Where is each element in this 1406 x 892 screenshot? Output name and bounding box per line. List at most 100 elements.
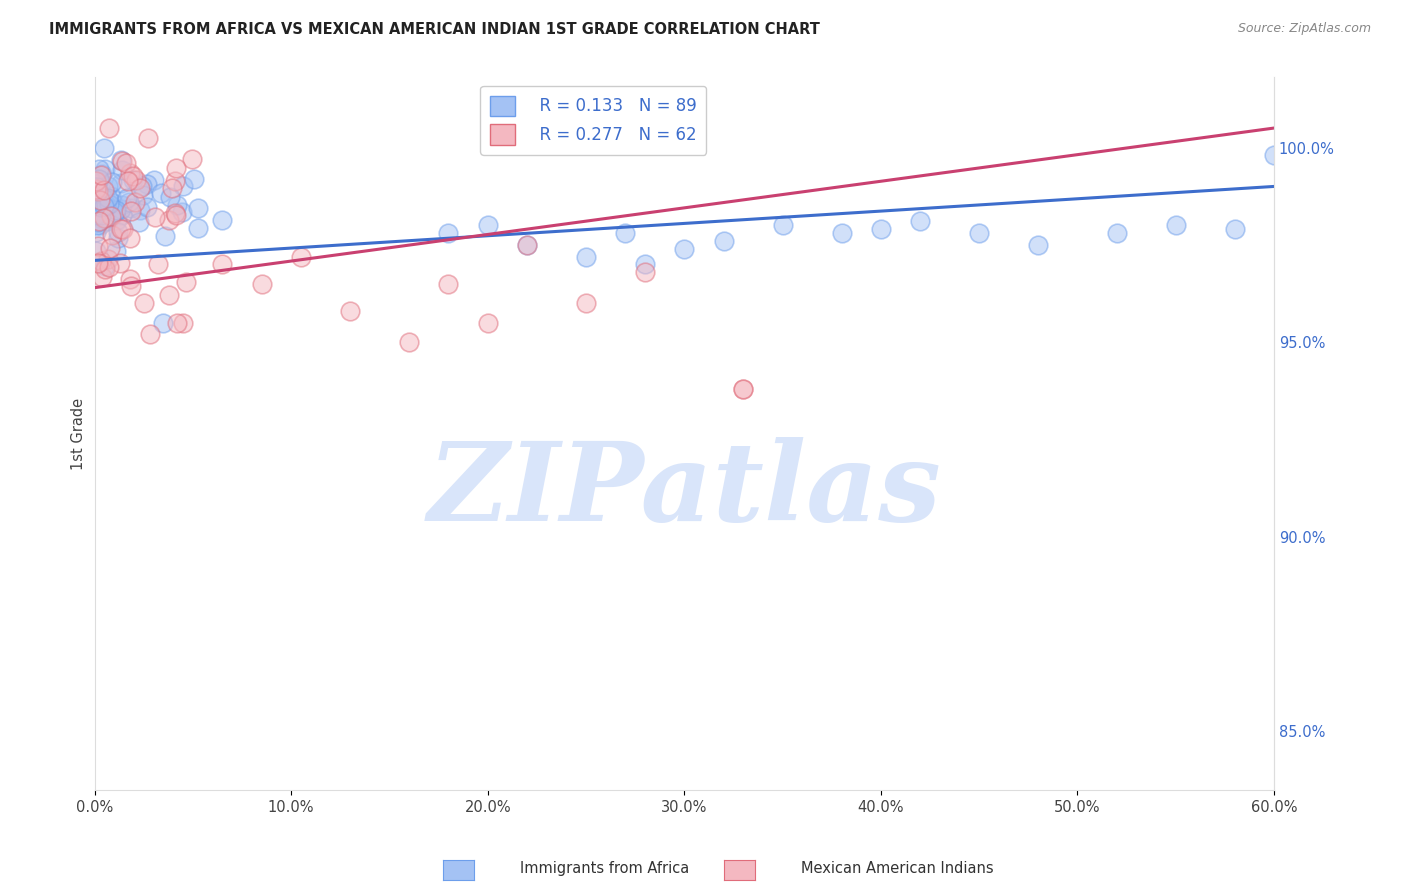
Point <box>90 169 112 183</box>
Point <box>477 316 499 330</box>
Point <box>104 244 127 258</box>
Point <box>138 327 160 342</box>
Point <box>100 189 122 203</box>
Point <box>86 191 108 205</box>
Point <box>165 174 187 188</box>
Point <box>165 208 187 222</box>
Point <box>174 275 197 289</box>
Point <box>86 180 108 194</box>
Point <box>122 172 145 186</box>
Point <box>152 316 174 330</box>
Point <box>93 199 115 213</box>
Point <box>89 206 111 220</box>
Point <box>172 316 194 330</box>
Point <box>129 180 152 194</box>
Point <box>172 205 194 219</box>
Point <box>90 200 112 214</box>
Point <box>183 171 205 186</box>
Point <box>120 166 142 180</box>
Point <box>121 169 143 183</box>
Point <box>86 256 108 270</box>
Point <box>90 167 112 181</box>
Point <box>89 200 111 214</box>
Point <box>131 178 153 193</box>
Point <box>967 226 990 240</box>
Point <box>108 256 131 270</box>
Point <box>98 121 121 136</box>
Point <box>98 241 121 255</box>
Point <box>157 288 180 302</box>
Point <box>94 260 117 274</box>
Point <box>111 153 134 168</box>
Point <box>84 208 107 222</box>
Point <box>93 191 115 205</box>
Point <box>93 183 115 197</box>
Point <box>163 206 186 220</box>
Point <box>733 382 755 396</box>
Point <box>84 190 107 204</box>
Text: IMMIGRANTS FROM AFRICA VS MEXICAN AMERICAN INDIAN 1ST GRADE CORRELATION CHART: IMMIGRANTS FROM AFRICA VS MEXICAN AMERIC… <box>49 22 820 37</box>
Point <box>94 190 117 204</box>
Text: Source: ZipAtlas.com: Source: ZipAtlas.com <box>1237 22 1371 36</box>
Point <box>97 178 120 193</box>
Point <box>111 162 134 177</box>
Point <box>290 250 312 264</box>
Point <box>94 211 117 225</box>
Point <box>93 162 115 177</box>
Point <box>157 212 180 227</box>
Point <box>87 172 110 186</box>
Point <box>1164 219 1187 233</box>
Point <box>101 227 124 242</box>
Point <box>96 199 118 213</box>
Point <box>120 201 142 215</box>
Point <box>135 200 157 214</box>
Point <box>516 237 538 252</box>
Point <box>772 219 794 233</box>
Point <box>211 212 233 227</box>
Point <box>112 222 135 236</box>
Point <box>142 172 165 186</box>
Point <box>143 211 166 225</box>
Point <box>87 184 110 198</box>
Point <box>211 257 233 271</box>
Point <box>575 296 598 310</box>
Point <box>250 277 273 291</box>
Point <box>908 214 931 228</box>
Point <box>107 225 129 239</box>
Point <box>110 221 132 235</box>
Point <box>90 208 112 222</box>
Point <box>132 296 155 310</box>
Point <box>98 260 121 275</box>
Point <box>110 202 132 217</box>
Point <box>90 196 112 211</box>
Point <box>1263 148 1285 162</box>
Point <box>90 253 112 268</box>
Point <box>94 198 117 212</box>
Point <box>90 175 112 189</box>
Point <box>165 161 187 176</box>
Point <box>149 186 172 200</box>
Point <box>86 193 108 207</box>
Point <box>120 278 142 293</box>
Point <box>831 226 853 240</box>
Point <box>86 218 108 232</box>
Point <box>105 212 128 227</box>
Point <box>105 203 128 218</box>
Point <box>87 239 110 253</box>
Point <box>1026 237 1049 252</box>
Point <box>187 201 209 215</box>
Point <box>84 244 107 258</box>
Point <box>136 177 159 191</box>
Point <box>118 271 141 285</box>
Point <box>124 194 146 209</box>
Point <box>111 198 134 212</box>
Point <box>1105 226 1128 240</box>
Point <box>84 182 107 196</box>
Point <box>97 214 120 228</box>
Point <box>159 190 181 204</box>
Point <box>132 188 155 202</box>
Point <box>673 242 696 256</box>
Point <box>437 277 460 291</box>
Point <box>120 204 142 219</box>
Legend:   R = 0.133   N = 89,   R = 0.277   N = 62: R = 0.133 N = 89, R = 0.277 N = 62 <box>481 86 706 155</box>
